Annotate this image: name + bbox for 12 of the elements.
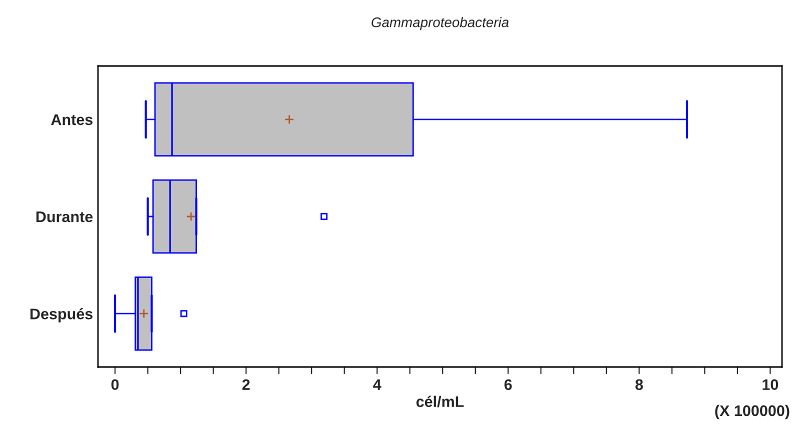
x-tick-label: 0 (111, 379, 119, 390)
y-tick-label: Después (30, 308, 93, 322)
y-tick-label: Antes (51, 114, 93, 126)
x-axis-title: cél/mL (416, 396, 464, 408)
x-tick-label: 8 (635, 379, 643, 390)
x-tick-label: 6 (504, 379, 512, 390)
chart-title: Gammaproteobacteria (372, 17, 509, 30)
x-tick-label: 4 (373, 379, 382, 390)
x-tick-label: 10 (762, 379, 778, 390)
y-tick-label: Durante (36, 212, 93, 222)
x-tick-label: 2 (242, 379, 250, 390)
text: (X 100000) (715, 404, 790, 420)
